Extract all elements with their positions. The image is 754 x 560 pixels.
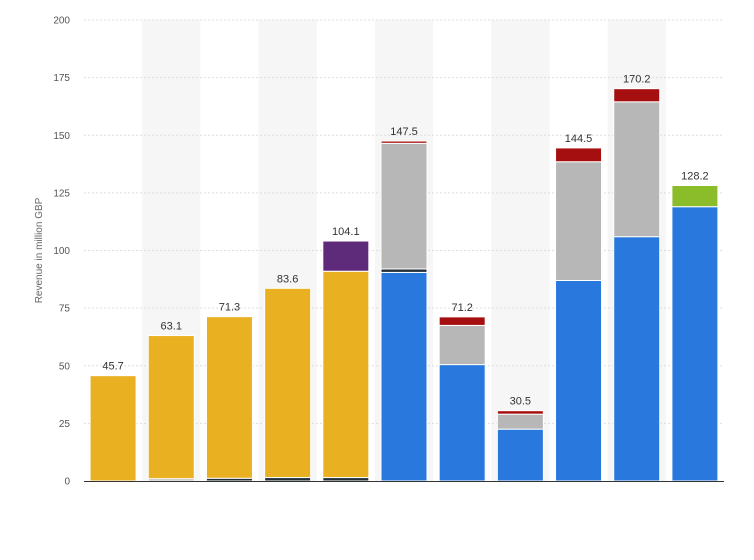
bar-stack [264, 287, 312, 482]
bar-stack [555, 147, 603, 482]
y-tick-label: 200 [53, 16, 70, 27]
bar-stack [380, 140, 428, 482]
bar-value-label: 45.7 [102, 361, 123, 373]
bar-stack [496, 410, 544, 482]
bar-segment [613, 88, 661, 103]
bar-segment [322, 240, 370, 272]
y-axis-title: Revenue in million GBP [34, 197, 45, 303]
y-tick-label: 150 [53, 131, 70, 142]
bar-stack [671, 184, 719, 482]
bar-segment [380, 142, 428, 270]
y-tick-label: 125 [53, 188, 70, 199]
bar-segment [322, 270, 370, 479]
bar-value-label: 83.6 [277, 273, 298, 285]
bar-segment [264, 287, 312, 479]
bar-segment [438, 364, 486, 482]
bar-value-label: 63.1 [161, 321, 182, 333]
bar-segment [264, 477, 312, 482]
bar-stack [205, 316, 253, 482]
bar-segment [496, 413, 544, 430]
y-tick-label: 75 [59, 304, 71, 315]
bar-stack [438, 316, 486, 482]
bar-segment [322, 477, 370, 482]
bar-value-label: 104.1 [332, 226, 360, 238]
bar-value-label: 30.5 [510, 396, 531, 408]
bar-value-label: 147.5 [390, 126, 418, 138]
bar-segment [438, 324, 486, 366]
bar-segment [555, 161, 603, 281]
bar-segment [205, 316, 253, 479]
bars [89, 88, 719, 482]
bar-value-label: 128.2 [681, 170, 709, 182]
bar-segment [380, 140, 428, 144]
bar-segment [555, 147, 603, 163]
bar-segment [613, 236, 661, 482]
y-tick-label: 25 [59, 419, 71, 430]
bar-segment [613, 101, 661, 238]
bar-stack [613, 88, 661, 482]
y-tick-label: 50 [59, 361, 71, 372]
bar-stack [147, 335, 195, 482]
bar-segment [380, 268, 428, 273]
y-tick-label: 0 [64, 477, 70, 488]
bar-value-label: 71.2 [451, 302, 472, 314]
bar-segment [89, 375, 137, 482]
value-labels: 45.7 63.1 71.3 83.6 104.1 147.5 71.2 30.5 144.5 1… [102, 74, 708, 408]
bar-segment [555, 279, 603, 482]
bar-segment [496, 428, 544, 482]
bar-value-label: 144.5 [565, 133, 593, 145]
bar-segment [380, 271, 428, 482]
bar-value-label: 71.3 [219, 302, 240, 314]
bar-segment [671, 184, 719, 208]
y-tick-label: 175 [53, 73, 70, 84]
bar-value-label: 170.2 [623, 74, 651, 86]
bar-stack [322, 240, 370, 482]
bar-segment [147, 335, 195, 480]
bar-segment [438, 316, 486, 326]
bar-stack [89, 375, 137, 482]
y-tick-label: 100 [53, 246, 70, 257]
y-axis-ticks: 0 25 50 75 100 125 150 175 200 [53, 16, 70, 488]
bar-segment [496, 410, 544, 415]
bar-segment [671, 206, 719, 482]
